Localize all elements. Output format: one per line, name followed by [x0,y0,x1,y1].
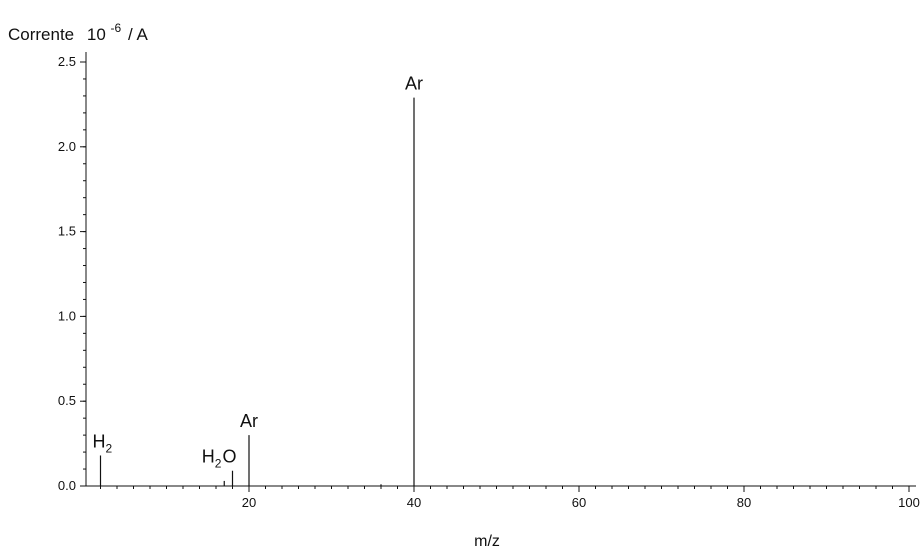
y-title-exponent: -6 [111,21,122,35]
x-axis-label: m/z [474,533,500,550]
y-title-unit: / A [128,25,149,44]
peak-label: Ar [405,74,423,94]
peak-label: Ar [240,411,258,431]
y-tick-label: 1.0 [58,308,76,323]
svg-text:Corrente 10 -6: Corrente 10 -6 / A [8,17,148,44]
x-tick-label: 20 [242,495,256,510]
x-tick-label: 100 [898,495,920,510]
y-axis-title: Corrente 10 -6 / A [8,17,148,44]
x-tick-label: 60 [572,495,586,510]
y-tick-label: 0.5 [58,393,76,408]
y-tick-label: 0.0 [58,478,76,493]
y-tick-label: 2.0 [58,139,76,154]
y-title-base: 10 [87,25,106,44]
ticks: 0.0 0.5 1.0 1.5 2.0 2.5 20 40 60 80 100 [58,54,920,510]
x-tick-label: 80 [737,495,751,510]
peak-label: H2O [202,447,237,471]
axes [85,52,916,487]
peak-label: H2 [93,431,113,455]
y-tick-label: 1.5 [58,224,76,239]
x-tick-label: 40 [407,495,421,510]
y-tick-label: 2.5 [58,54,76,69]
peaks [99,97,415,486]
y-title-word: Corrente [8,25,74,44]
